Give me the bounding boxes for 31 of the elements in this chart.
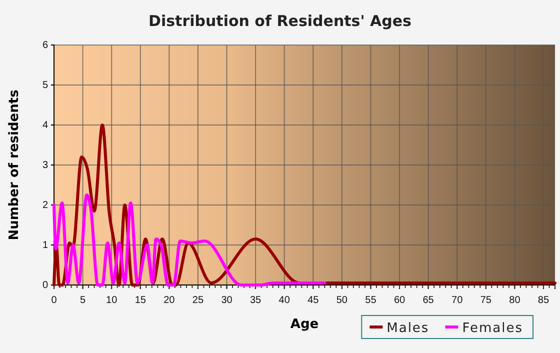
legend-label: Males: [386, 321, 430, 336]
x-tick-label: 15: [134, 295, 146, 306]
x-tick-label: 70: [452, 295, 464, 306]
x-tick-label: 80: [509, 295, 521, 306]
x-tick-label: 55: [365, 295, 377, 306]
y-tick-label: 4: [42, 120, 48, 132]
x-tick-label: 75: [480, 295, 492, 306]
y-tick-label: 2: [42, 200, 48, 212]
x-tick-label: 25: [192, 295, 204, 306]
x-axis-title: Age: [290, 317, 319, 332]
chart-title: Distribution of Residents' Ages: [148, 12, 412, 30]
legend-label: Females: [462, 321, 523, 336]
x-tick-label: 20: [164, 295, 176, 306]
x-tick-label: 45: [308, 295, 320, 306]
x-tick-label: 85: [538, 295, 550, 306]
x-tick-label: 30: [221, 295, 233, 306]
x-tick-label: 40: [278, 295, 290, 306]
y-tick-label: 6: [42, 40, 48, 52]
line-series: [52, 194, 326, 286]
x-tick-label: 0: [51, 295, 58, 306]
y-tick-label: 0: [42, 280, 48, 292]
y-tick-label: 3: [42, 160, 48, 172]
x-tick-label: 10: [106, 295, 118, 306]
x-tick-label: 5: [80, 295, 86, 306]
x-tick-label: 35: [250, 295, 262, 306]
x-tick-label: 50: [336, 295, 348, 306]
y-tick-label: 5: [42, 80, 48, 92]
x-tick-label: 65: [422, 295, 434, 306]
y-tick-label: 1: [42, 240, 48, 252]
y-axis-title: Number of residents: [7, 89, 22, 240]
x-tick-label: 60: [394, 295, 406, 306]
